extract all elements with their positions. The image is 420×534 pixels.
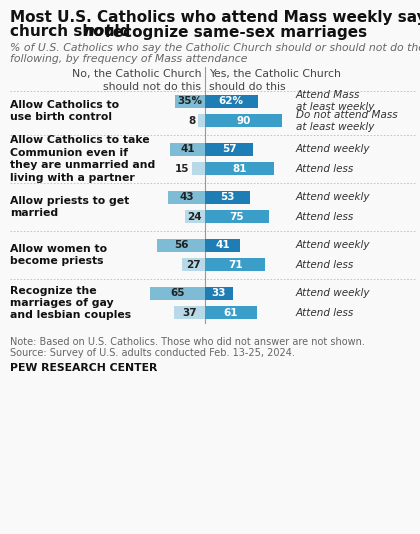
Bar (205, 95, 258, 108)
Text: Attend weekly: Attend weekly (296, 192, 370, 202)
Bar (205, 239, 240, 252)
Text: No, the Catholic Church
should not do this: No, the Catholic Church should not do th… (71, 69, 201, 92)
Bar (185, 210, 205, 223)
Bar (182, 258, 205, 271)
Text: Most U.S. Catholics who attend Mass weekly say the: Most U.S. Catholics who attend Mass week… (10, 10, 420, 25)
Text: 57: 57 (222, 145, 236, 154)
Text: 61: 61 (224, 308, 238, 318)
Text: Note: Based on U.S. Catholics. Those who did not answer are not shown.: Note: Based on U.S. Catholics. Those who… (10, 337, 365, 347)
Bar (205, 191, 250, 204)
Text: 56: 56 (174, 240, 189, 250)
Bar (158, 239, 205, 252)
Text: Attend weekly: Attend weekly (296, 288, 370, 299)
Text: Attend Mass
at least weekly: Attend Mass at least weekly (296, 90, 374, 113)
Bar (205, 114, 281, 127)
Text: 71: 71 (228, 260, 242, 270)
Text: 65: 65 (170, 288, 185, 299)
Bar (205, 162, 274, 175)
Bar (205, 258, 265, 271)
Bar (170, 143, 205, 156)
Bar (173, 306, 205, 319)
Text: % of U.S. Catholics who say the Catholic Church should or should not do the: % of U.S. Catholics who say the Catholic… (10, 43, 420, 53)
Text: Attend weekly: Attend weekly (296, 145, 370, 154)
Text: 62%: 62% (219, 97, 244, 106)
Text: PEW RESEARCH CENTER: PEW RESEARCH CENTER (10, 363, 158, 373)
Text: Attend less: Attend less (296, 211, 354, 222)
Bar (205, 287, 233, 300)
Text: recognize same-sex marriages: recognize same-sex marriages (100, 25, 367, 40)
Text: following, by frequency of Mass attendance: following, by frequency of Mass attendan… (10, 54, 247, 65)
Text: 41: 41 (180, 145, 195, 154)
Text: 53: 53 (220, 192, 235, 202)
Text: Do not attend Mass
at least weekly: Do not attend Mass at least weekly (296, 109, 398, 131)
Text: 24: 24 (187, 211, 202, 222)
Bar (150, 287, 205, 300)
Text: church should: church should (10, 25, 136, 40)
Text: Recognize the
marriages of gay
and lesbian couples: Recognize the marriages of gay and lesbi… (10, 286, 131, 320)
Text: Allow Catholics to
use birth control: Allow Catholics to use birth control (10, 100, 119, 122)
Text: 37: 37 (182, 308, 197, 318)
Text: Allow women to
become priests: Allow women to become priests (10, 244, 107, 266)
Text: 41: 41 (215, 240, 230, 250)
Bar (192, 162, 205, 175)
Text: Yes, the Catholic Church
should do this: Yes, the Catholic Church should do this (209, 69, 341, 92)
Text: Allow Catholics to take
Communion even if
they are unmarried and
living with a p: Allow Catholics to take Communion even i… (10, 136, 155, 183)
Bar (168, 191, 205, 204)
Bar (198, 114, 205, 127)
Text: 35%: 35% (178, 97, 202, 106)
Text: Allow priests to get
married: Allow priests to get married (10, 196, 129, 218)
Text: 90: 90 (236, 115, 250, 125)
Text: 33: 33 (212, 288, 226, 299)
Text: 8: 8 (188, 115, 195, 125)
Text: not: not (84, 25, 113, 40)
Text: Attend weekly: Attend weekly (296, 240, 370, 250)
Bar (205, 143, 253, 156)
Text: Attend less: Attend less (296, 260, 354, 270)
Text: 75: 75 (230, 211, 244, 222)
Text: 15: 15 (175, 163, 189, 174)
Text: Source: Survey of U.S. adults conducted Feb. 13-25, 2024.: Source: Survey of U.S. adults conducted … (10, 348, 295, 357)
Text: 43: 43 (179, 192, 194, 202)
Text: Attend less: Attend less (296, 308, 354, 318)
Bar (205, 306, 257, 319)
Text: 81: 81 (232, 163, 247, 174)
Text: 27: 27 (186, 260, 201, 270)
Bar (175, 95, 205, 108)
Bar (205, 210, 269, 223)
Text: Attend less: Attend less (296, 163, 354, 174)
